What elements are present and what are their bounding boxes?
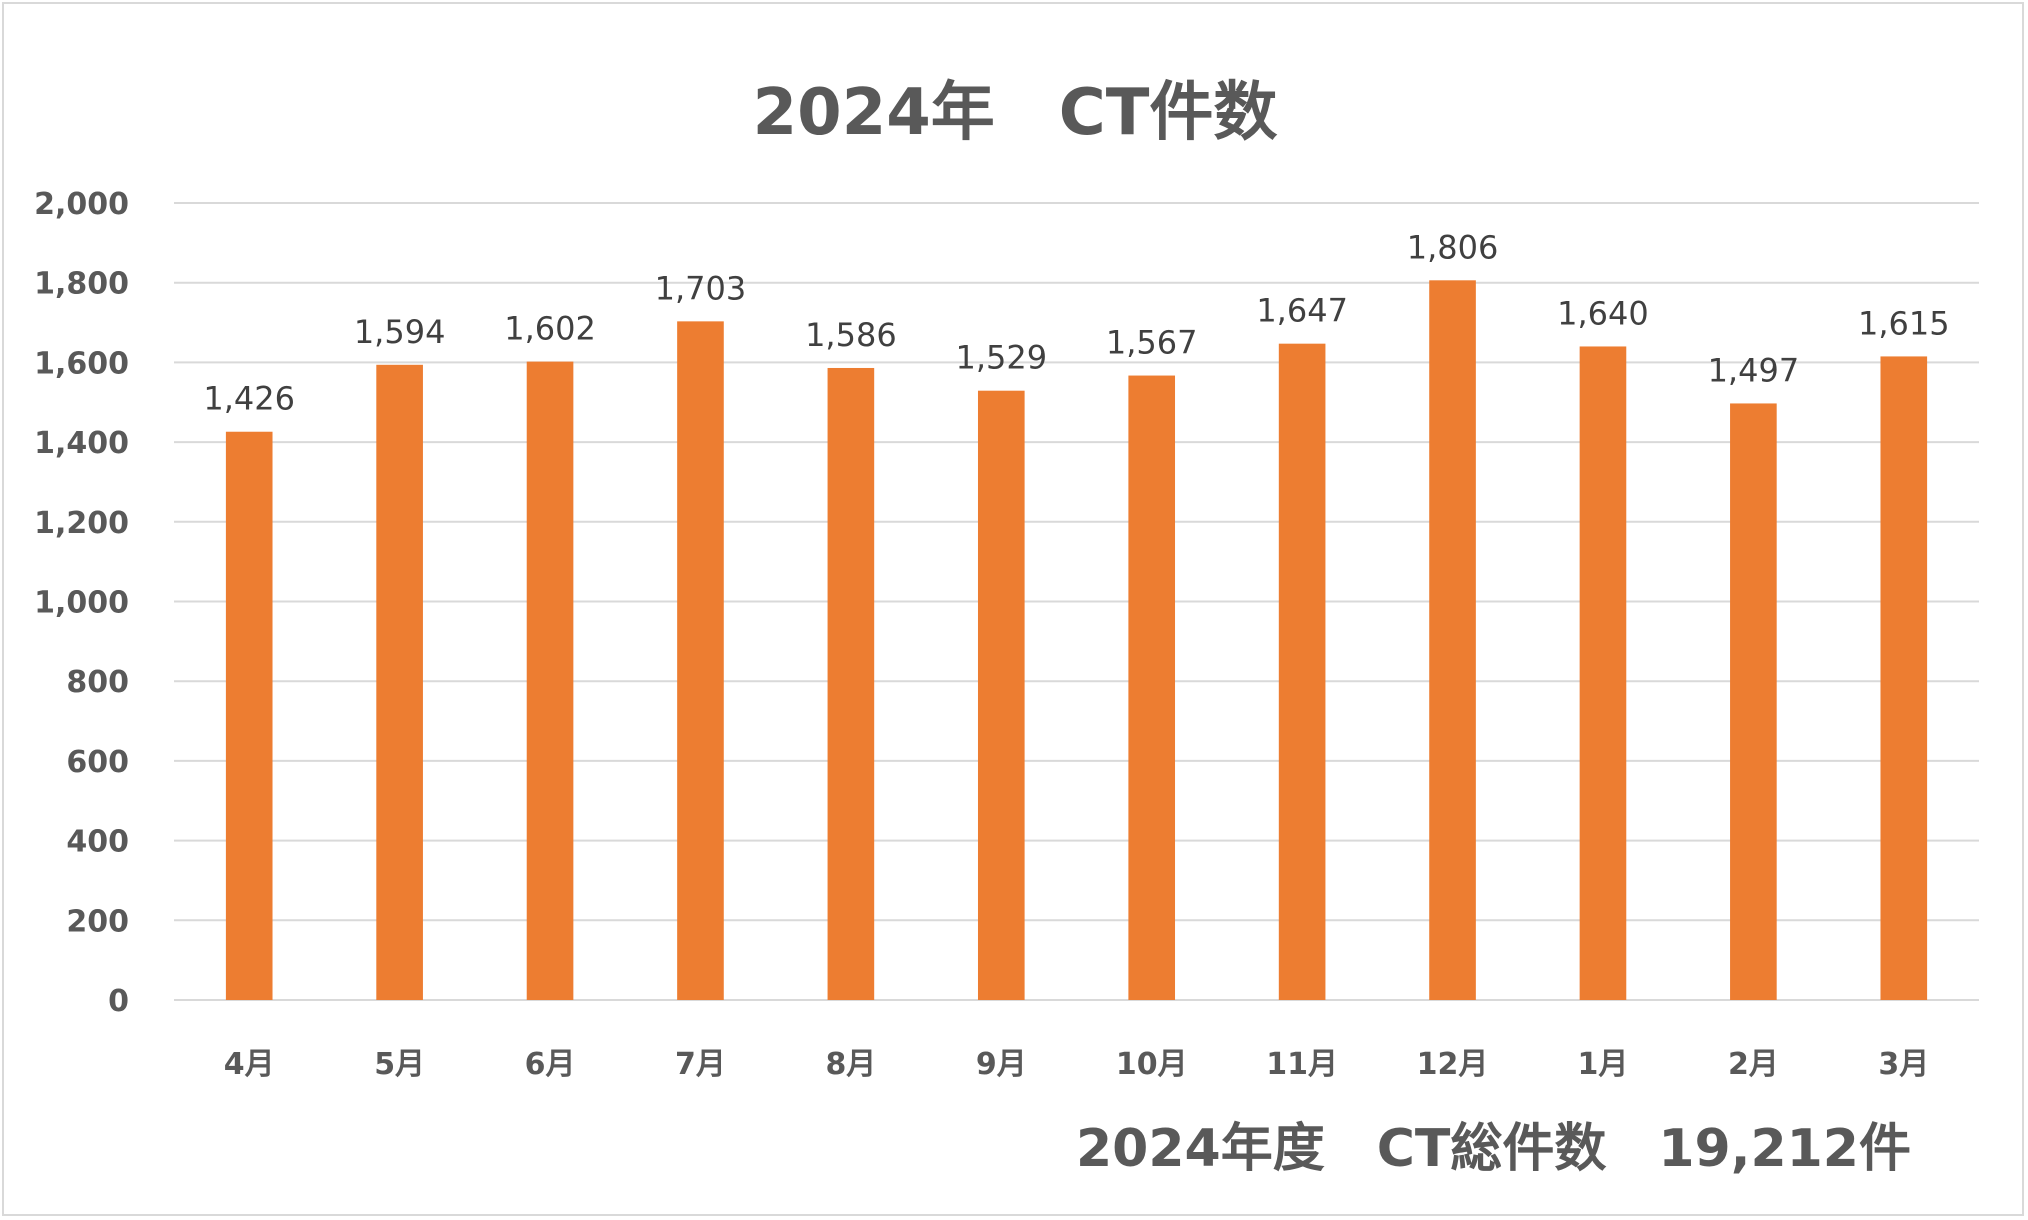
y-tick-label: 1,200 [34,506,129,541]
data-label: 1,497 [1708,351,1800,389]
data-label: 1,703 [655,269,747,307]
data-label: 1,529 [955,339,1047,377]
x-tick-label: 10月 [1116,1047,1188,1082]
x-tick-label: 1月 [1578,1047,1629,1082]
y-tick-label: 2,000 [34,187,129,222]
y-tick-label: 0 [108,984,129,1019]
bars [225,280,1928,1001]
x-axis-tick-labels: 4月 5月 6月 7月 8月 9月 10月 11月 12月 1月 2月 3月 [224,1047,1929,1082]
data-label: 1,426 [203,380,295,418]
x-tick-label: 5月 [374,1047,425,1082]
data-label: 1,640 [1557,294,1649,332]
bar [827,367,875,1000]
data-label: 1,567 [1106,324,1198,362]
data-label: 1,806 [1407,228,1499,266]
y-tick-label: 1,000 [34,586,129,621]
x-tick-label: 3月 [1878,1047,1929,1082]
bar [376,364,423,1000]
bar [977,390,1025,1001]
x-tick-label: 6月 [525,1047,576,1082]
bar [677,321,724,1000]
bar [1730,403,1777,1000]
x-tick-label: 2月 [1728,1047,1779,1082]
x-tick-label: 8月 [825,1047,876,1082]
bar [1880,356,1928,1000]
y-tick-label: 1,600 [34,346,129,381]
y-axis-tick-labels: 0 200 400 600 800 1,000 1,200 1,400 1,600 1,800 2,… [34,187,129,1019]
y-tick-label: 200 [66,904,129,939]
chart-title: 2024年 CT件数 [753,76,1278,150]
data-label: 1,647 [1256,292,1348,330]
bar [1278,343,1326,1000]
x-tick-label: 12月 [1417,1047,1489,1082]
y-tick-label: 600 [66,745,129,780]
total-annotation: 2024年度 CT総件数 19,212件 [1076,1119,1911,1179]
bar [1128,375,1176,1000]
data-labels: 1,426 1,594 1,602 1,703 1,586 1,529 1,567 1,647… [203,228,1949,417]
data-label: 1,615 [1858,304,1950,342]
gridlines [174,202,1979,1001]
data-label: 1,602 [504,310,596,348]
bar [1429,280,1476,1001]
y-tick-label: 400 [66,825,129,860]
data-label: 1,594 [354,313,446,351]
bar [225,431,273,1000]
x-tick-label: 11月 [1266,1047,1338,1082]
bar [1579,346,1627,1001]
bar-chart: 2024年 CT件数 0 200 400 600 800 1,000 1,200 1,400 1… [34,76,1979,1179]
bar [526,361,574,1000]
x-tick-label: 4月 [224,1047,275,1082]
y-tick-label: 800 [66,665,129,700]
x-tick-label: 7月 [675,1047,726,1082]
y-tick-label: 1,800 [34,267,129,302]
y-tick-label: 1,400 [34,426,129,461]
x-tick-label: 9月 [976,1047,1027,1082]
data-label: 1,586 [805,316,897,354]
